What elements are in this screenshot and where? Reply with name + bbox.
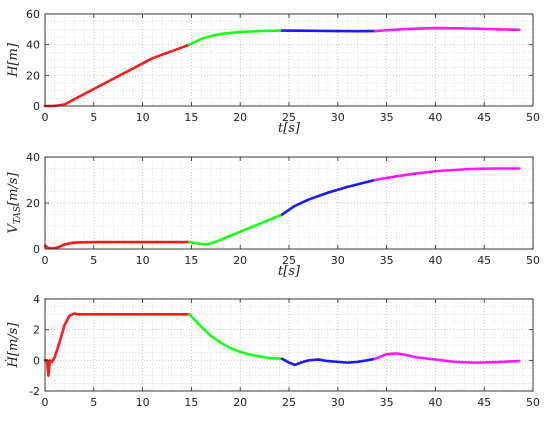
x-tick-label: 25 <box>282 111 296 124</box>
x-tick-label: 30 <box>331 396 345 409</box>
x-tick-label: 15 <box>184 396 198 409</box>
x-tick-label: 35 <box>380 396 394 409</box>
x-tick-label: 10 <box>136 254 150 267</box>
y-tick-label: 40 <box>26 39 40 52</box>
series-line-3 <box>280 357 377 367</box>
series-line-1 <box>43 240 191 250</box>
x-tick-label: 35 <box>380 254 394 267</box>
x-tick-label: 50 <box>526 254 540 267</box>
x-tick-label: 35 <box>380 111 394 124</box>
y-tick-label: 2 <box>33 324 40 337</box>
series-line-4 <box>373 352 521 364</box>
x-tick-label: 5 <box>90 254 97 267</box>
y-tick-label: 20 <box>26 197 40 210</box>
x-axis-label: t[s] <box>278 121 301 136</box>
x-tick-label: 15 <box>184 254 198 267</box>
y-tick-label: 0 <box>33 243 40 256</box>
x-tick-label: 10 <box>136 396 150 409</box>
x-tick-label: 20 <box>233 111 247 124</box>
series-line-2 <box>188 213 284 246</box>
x-tick-label: 40 <box>428 396 442 409</box>
x-tick-label: 5 <box>90 396 97 409</box>
y-tick-label: 40 <box>26 151 40 164</box>
x-tick-label: 15 <box>184 111 198 124</box>
x-tick-label: 50 <box>526 396 540 409</box>
x-tick-label: 30 <box>331 254 345 267</box>
y-tick-label: 0 <box>33 354 40 367</box>
series-line-2 <box>188 29 284 46</box>
x-tick-label: 45 <box>477 111 491 124</box>
x-axis-label: t[s] <box>278 264 301 279</box>
subplot-1: 0 5 10 15 20 25 30 35 40 45 50 0 20 40 60 H[m] t[s] <box>6 8 540 136</box>
series-line-2 <box>188 313 284 361</box>
y-axis-label: Ḣ[m/s] <box>4 322 21 369</box>
x-tick-label: 45 <box>477 396 491 409</box>
x-tick-label: 30 <box>331 111 345 124</box>
series-line-4 <box>373 167 521 182</box>
x-tick-label: 20 <box>233 254 247 267</box>
x-tick-label: 0 <box>42 396 49 409</box>
x-tick-label: 45 <box>477 254 491 267</box>
x-tick-label: 0 <box>42 254 49 267</box>
x-tick-label: 50 <box>526 111 540 124</box>
series-line-1 <box>43 312 191 377</box>
x-tick-label: 40 <box>428 254 442 267</box>
series-line-4 <box>373 26 521 33</box>
y-axis-label: H[m] <box>6 42 21 78</box>
x-tick-label: 40 <box>428 111 442 124</box>
y-axis-label: VTAS[m/s] <box>6 172 23 234</box>
series-line-3 <box>280 29 377 33</box>
x-tick-label: 25 <box>282 254 296 267</box>
x-tick-label: 0 <box>42 111 49 124</box>
grid <box>44 298 534 392</box>
y-tick-label: 4 <box>33 293 40 306</box>
grid <box>44 156 534 250</box>
series-line-3 <box>280 178 377 216</box>
y-tick-label: -2 <box>29 385 40 398</box>
y-tick-label: 60 <box>26 8 40 21</box>
x-tick-label: 5 <box>90 111 97 124</box>
x-tick-label: 20 <box>233 396 247 409</box>
x-tick-label: 10 <box>136 111 150 124</box>
y-tick-label: 0 <box>33 100 40 113</box>
x-tick-label: 25 <box>282 396 296 409</box>
y-tick-label: 20 <box>26 69 40 82</box>
